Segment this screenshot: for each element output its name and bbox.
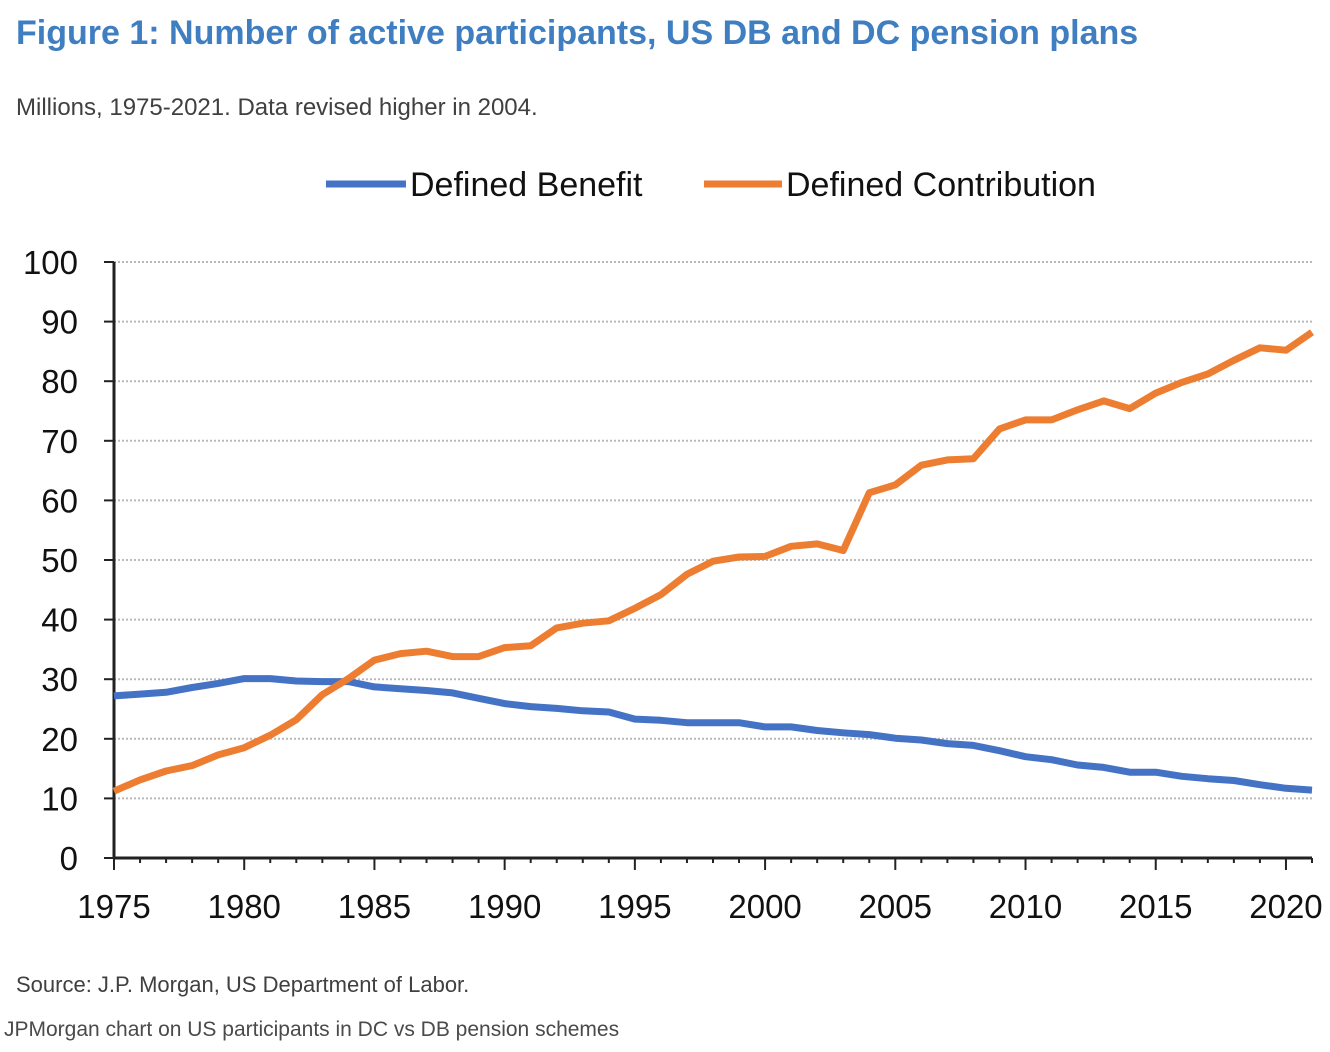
y-tick-label-100: 100	[23, 244, 78, 281]
x-tick-label-1985: 1985	[338, 888, 411, 925]
x-tick-label-1980: 1980	[208, 888, 281, 925]
y-tick-label-80: 80	[41, 363, 78, 400]
y-tick-label-10: 10	[41, 780, 78, 817]
x-tick-label-2010: 2010	[989, 888, 1062, 925]
y-tick-label-20: 20	[41, 721, 78, 758]
y-tick-label-90: 90	[41, 304, 78, 341]
x-tick-label-1995: 1995	[598, 888, 671, 925]
legend-label-defined-benefit: Defined Benefit	[410, 166, 643, 204]
y-tick-label-50: 50	[41, 542, 78, 579]
series-line-defined-benefit	[113, 675, 1313, 794]
y-tick-label-0: 0	[60, 840, 78, 877]
x-tick-label-2005: 2005	[859, 888, 932, 925]
legend-label-defined-contribution: Defined Contribution	[786, 166, 1096, 204]
x-tick-label-2020: 2020	[1249, 888, 1322, 925]
series-line-defined-contribution	[112, 329, 1314, 795]
image-caption: JPMorgan chart on US participants in DC …	[4, 1018, 620, 1041]
source-note: Source: J.P. Morgan, US Department of La…	[16, 972, 470, 997]
y-tick-label-60: 60	[41, 482, 78, 519]
x-tick-label-2015: 2015	[1119, 888, 1192, 925]
chart-subtitle: Millions, 1975-2021. Data revised higher…	[16, 94, 538, 121]
y-tick-label-40: 40	[41, 602, 78, 639]
y-tick-label-70: 70	[41, 423, 78, 460]
x-tick-label-2000: 2000	[728, 888, 801, 925]
x-tick-label-1990: 1990	[468, 888, 541, 925]
chart-title: Figure 1: Number of active participants,…	[16, 14, 1139, 52]
y-tick-label-30: 30	[41, 661, 78, 698]
x-tick-label-1975: 1975	[77, 888, 150, 925]
